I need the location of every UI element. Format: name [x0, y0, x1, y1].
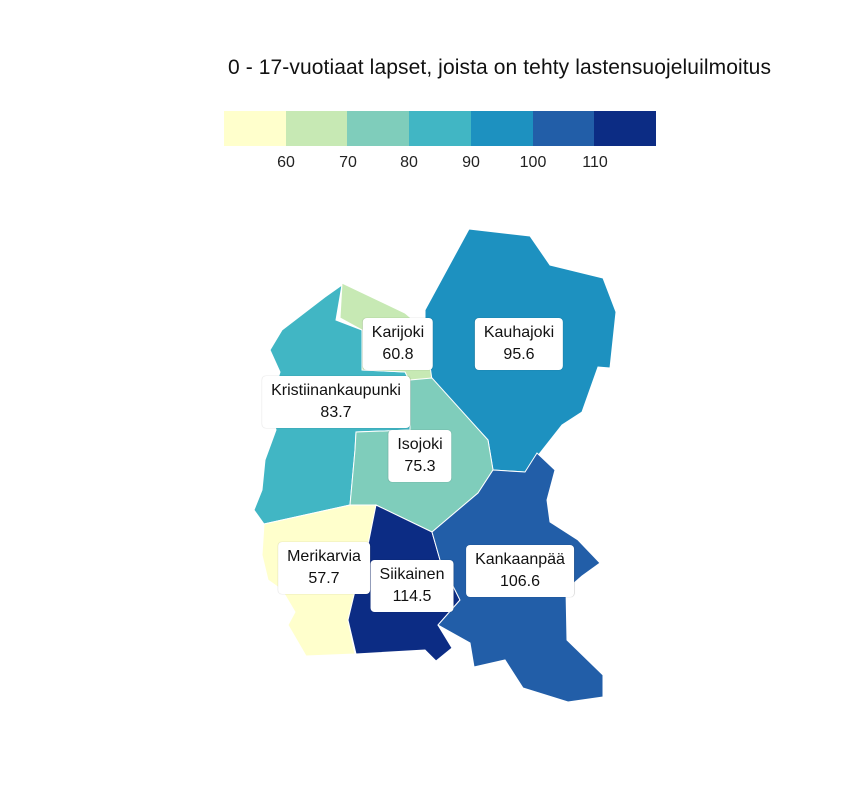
region-value: 83.7	[320, 404, 352, 421]
region-label-kankaanpaa: Kankaanpää 106.6	[466, 545, 574, 597]
region-value: 95.6	[503, 346, 535, 363]
legend-tick-100: 100	[519, 154, 547, 171]
region-name: Siikainen	[379, 566, 445, 583]
legend-swatch-6	[532, 111, 595, 146]
region-label-kauhajoki: Kauhajoki 95.6	[474, 318, 564, 370]
legend-color-bar	[224, 111, 657, 146]
legend-swatch-4	[409, 111, 471, 146]
legend-tick-70: 70	[339, 154, 357, 171]
legend-tick-90: 90	[462, 154, 480, 171]
legend-swatch-2	[285, 111, 348, 146]
region-value: 60.8	[382, 346, 414, 363]
region-name: Kankaanpää	[475, 551, 565, 568]
legend-tick-110: 110	[582, 154, 608, 171]
region-value: 114.5	[392, 588, 432, 605]
region-label-merikarvia: Merikarvia 57.7	[278, 542, 370, 594]
legend-tick-80: 80	[400, 154, 418, 171]
region-value: 57.7	[308, 570, 340, 587]
region-name: Karijoki	[371, 324, 425, 341]
region-label-karijoki: Karijoki 60.8	[362, 318, 434, 370]
legend-swatch-3	[347, 111, 410, 146]
region-name: Merikarvia	[287, 548, 361, 565]
region-label-siikainen: Siikainen 114.5	[370, 560, 454, 612]
legend-swatch-5	[470, 111, 533, 146]
region-name: Kauhajoki	[483, 324, 555, 341]
region-label-kristiinankaupunki: Kristiinankaupunki 83.7	[262, 376, 410, 428]
legend-tick-60: 60	[277, 154, 295, 171]
map-title: 0 - 17-vuotiaat lapset, joista on tehty …	[228, 56, 772, 79]
region-value: 106.6	[499, 573, 541, 590]
legend-swatch-1	[224, 111, 286, 146]
region-value: 75.3	[404, 458, 436, 475]
region-name: Isojoki	[397, 436, 443, 453]
legend-swatch-7	[594, 111, 657, 146]
region-label-isojoki: Isojoki 75.3	[388, 430, 452, 482]
color-legend: 60 70 80 90 100 110	[224, 111, 657, 191]
region-name: Kristiinankaupunki	[271, 382, 401, 399]
